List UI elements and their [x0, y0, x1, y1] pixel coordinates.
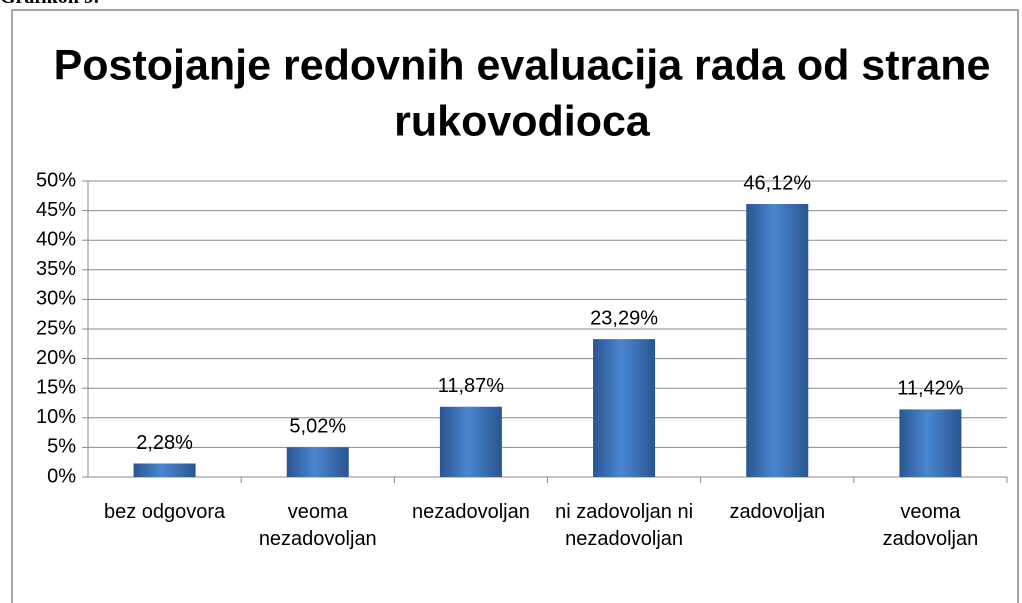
chart-frame	[11, 9, 1019, 603]
y-tick-label: 10%	[36, 406, 76, 428]
bar	[133, 463, 196, 477]
data-label: 46,12%	[743, 172, 811, 194]
x-tick-label: bez odgovora	[103, 501, 226, 523]
x-tick-label: nezadovoljan	[411, 501, 530, 523]
y-tick-label: 20%	[36, 347, 76, 369]
y-tick-label: 50%	[36, 169, 76, 191]
bar	[593, 339, 656, 477]
bar	[746, 203, 809, 477]
bar	[899, 409, 962, 477]
data-label: 11,87%	[438, 375, 505, 397]
x-tick-label: ni zadovoljan ni nezadovoljan	[555, 501, 694, 550]
chart-title: rukovodioca	[394, 97, 651, 145]
x-tick-label: veoma zadovoljan	[882, 501, 979, 550]
caption: Grafikon 9.	[0, 0, 99, 9]
y-tick-label: 0%	[47, 465, 76, 487]
bar	[286, 447, 349, 477]
chart-title: Postojanje redovnih evaluacija rada od s…	[54, 41, 991, 89]
y-tick-label: 25%	[36, 317, 76, 339]
bar	[439, 406, 502, 477]
y-tick-label: 35%	[36, 258, 76, 280]
data-label: 2,28%	[136, 432, 193, 454]
data-label: 11,42%	[897, 378, 964, 400]
data-label: 5,02%	[289, 416, 346, 438]
y-tick-label: 40%	[36, 228, 76, 250]
data-label: 23,29%	[590, 307, 658, 329]
y-tick-label: 5%	[47, 436, 76, 458]
x-tick-label: veoma nezadovoljan	[258, 501, 377, 550]
y-tick-label: 15%	[36, 376, 76, 398]
y-tick-label: 30%	[36, 288, 76, 310]
x-tick-label: zadovoljan	[729, 501, 826, 523]
y-tick-label: 45%	[36, 199, 76, 221]
